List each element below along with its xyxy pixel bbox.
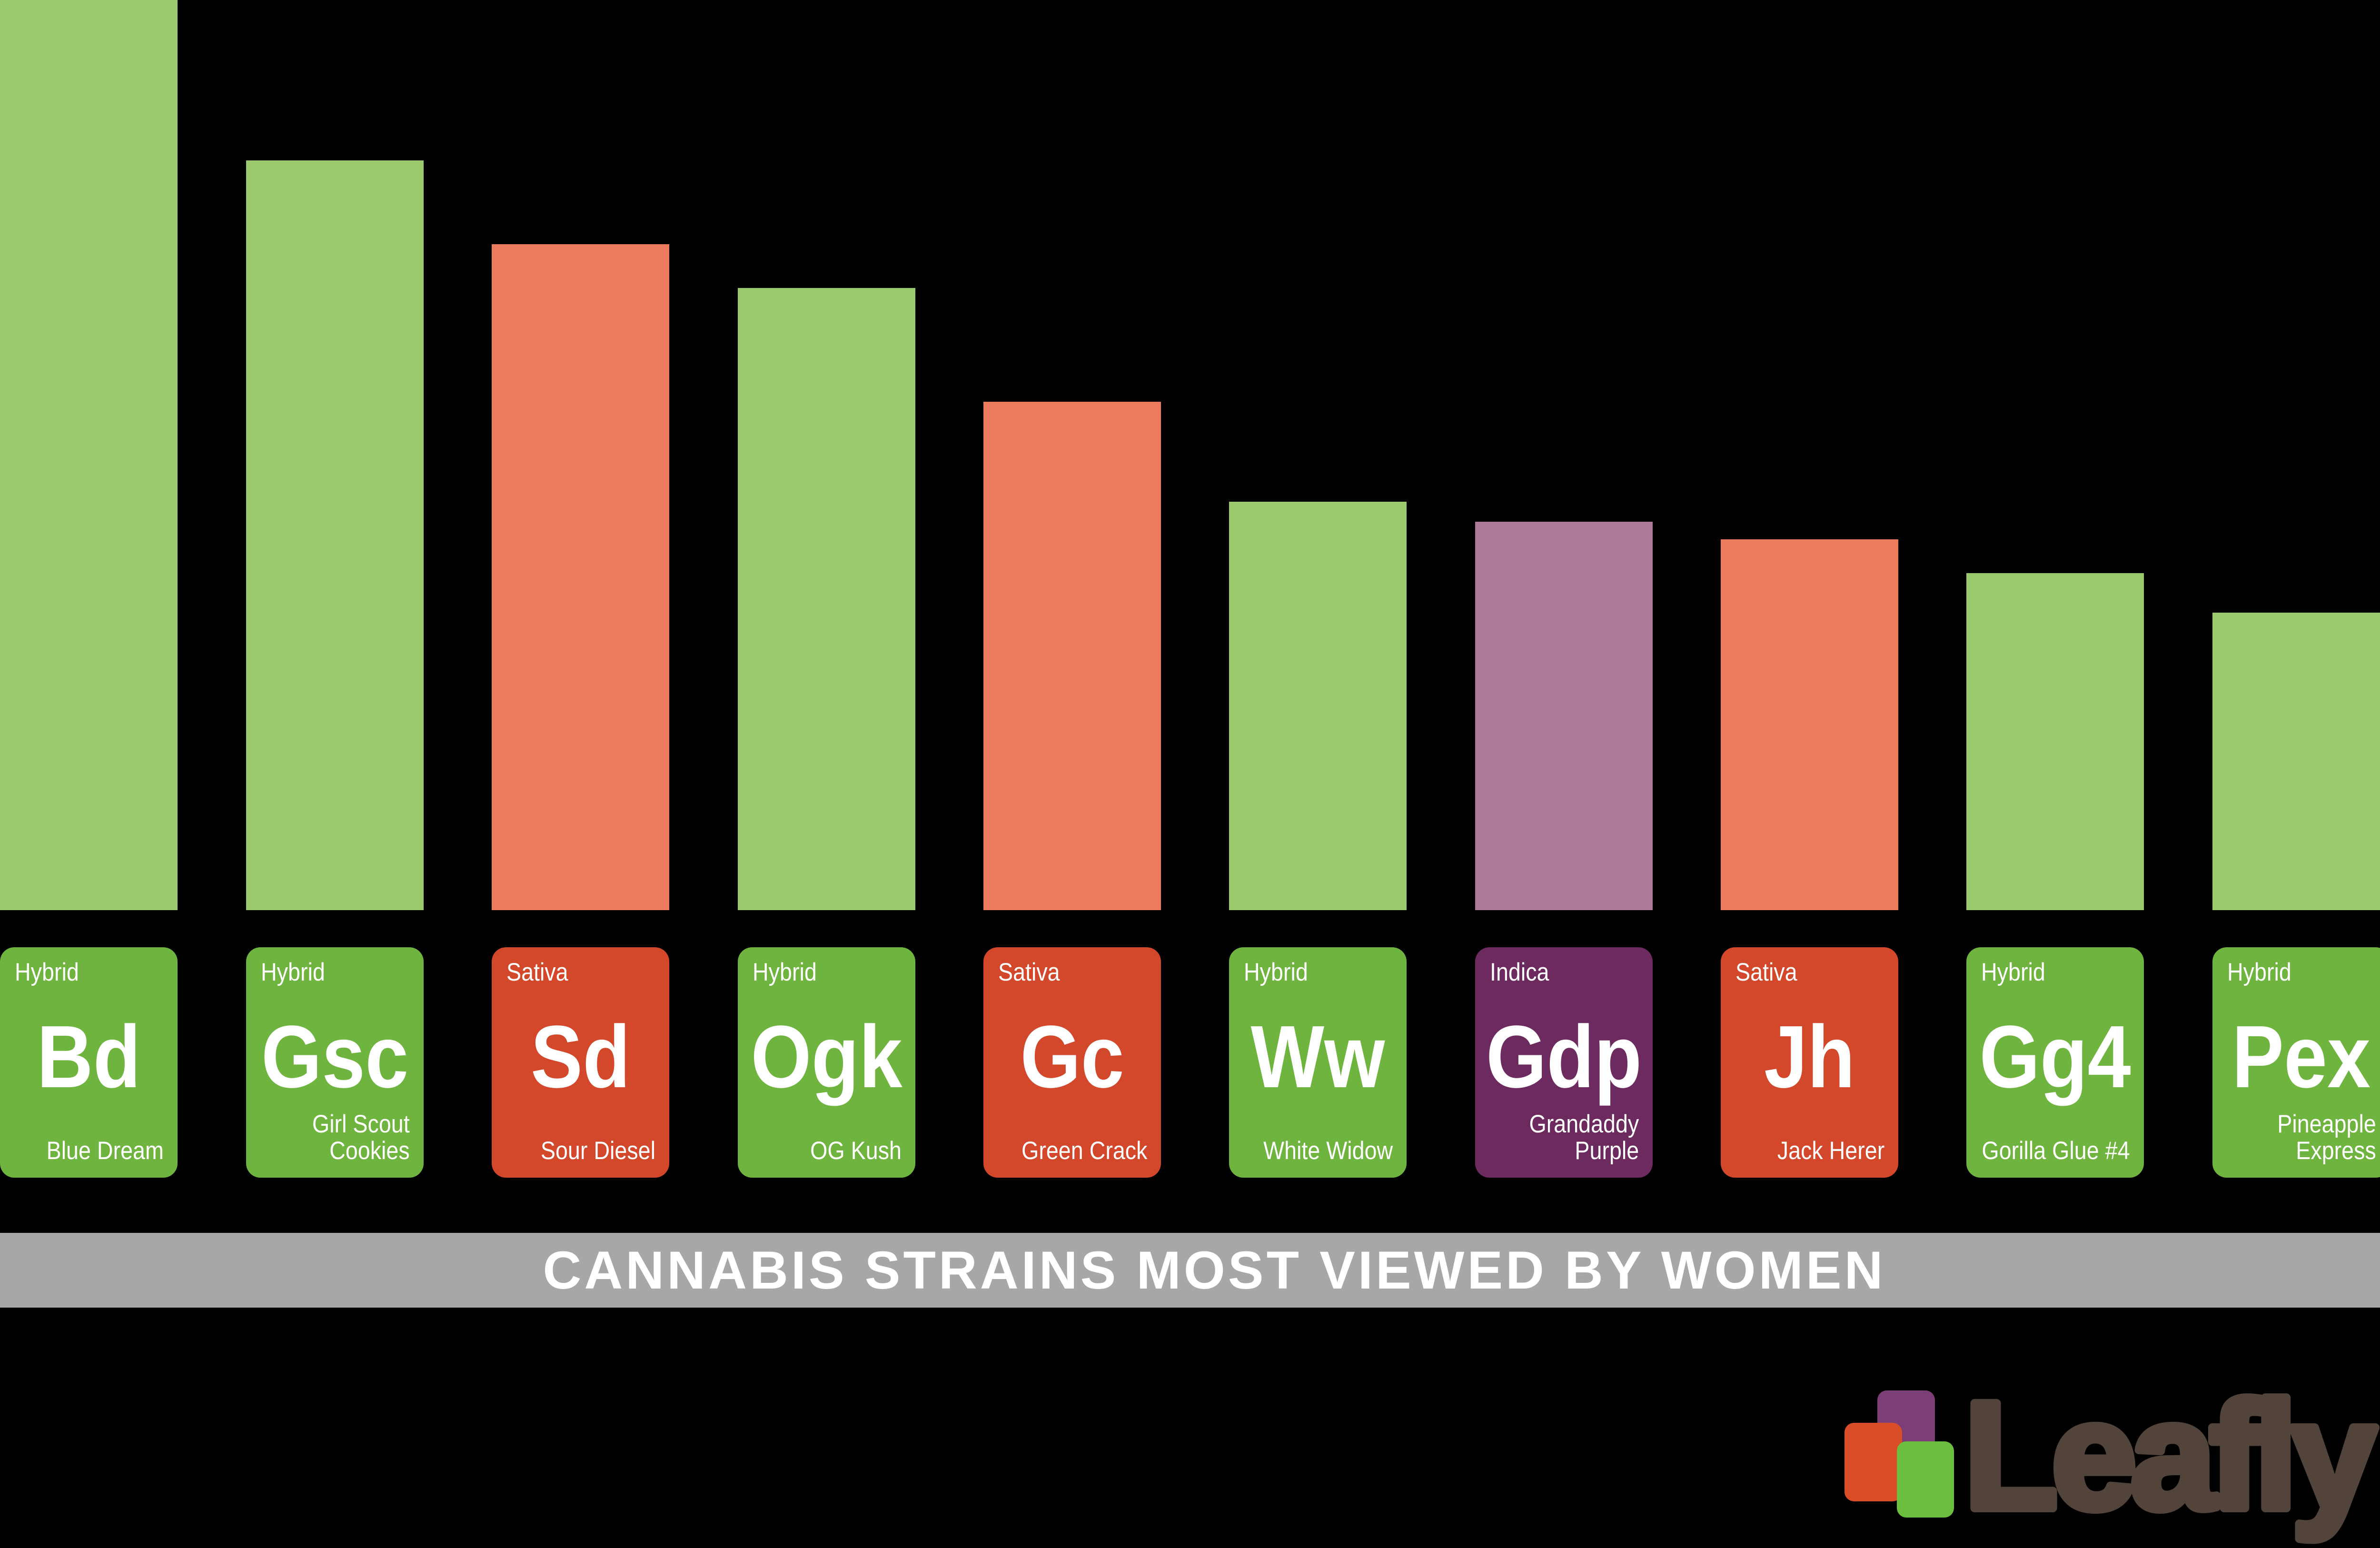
- svg-text:Leafly: Leafly: [1964, 1371, 2377, 1541]
